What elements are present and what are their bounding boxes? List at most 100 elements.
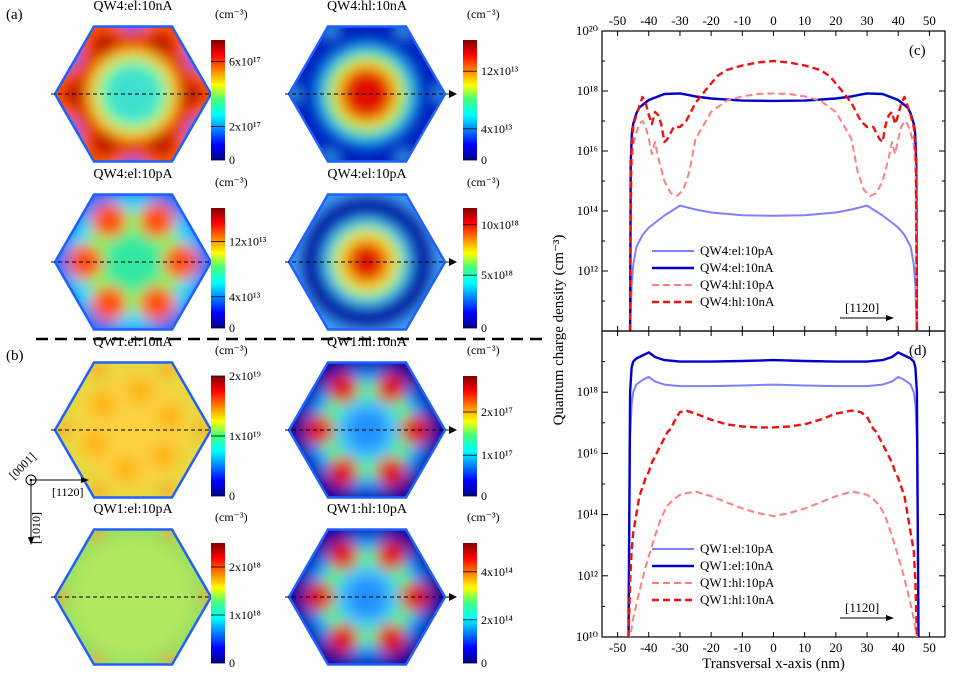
colorbar-tick-label: 0: [481, 656, 487, 670]
series-line: [628, 59, 919, 331]
x-tick-label: -50: [609, 640, 626, 655]
map-cell: QW4:el:10pA (cm⁻³) 0 4x10¹³ 12x10¹³: [51, 167, 267, 335]
x-tick-label: 50: [923, 640, 936, 655]
panel-label-a: (a): [6, 7, 23, 23]
axis-label-c: [0001]: [6, 450, 39, 483]
axis-label-m: [1010]: [29, 512, 43, 544]
y-tick-label: 10¹²: [577, 568, 598, 583]
map-hexagon: [55, 529, 211, 665]
colorbar-tick-label: 0: [229, 321, 235, 335]
legend-label: QW1:el:10pA: [700, 541, 774, 556]
chart-panel: 10¹⁰ 10¹² 10¹⁴ 10¹⁶ 10¹⁸ -50 -40 -30 -20 -10 0 10 20…: [551, 235, 946, 672]
x-tick-label: -40: [640, 640, 657, 655]
cut-arrow: [449, 593, 457, 601]
colorbar-tick-label: 4x10¹³: [229, 290, 261, 304]
colorbar-unit: (cm⁻³): [215, 343, 248, 357]
density-maps: QW4:el:10nA (cm⁻³) 0 2x10¹⁷ 6x10¹⁷ QW4:hl:10n…: [51, 0, 519, 670]
series-group: [628, 59, 919, 331]
colorbar: [211, 543, 225, 663]
map-cell: QW4:hl:10nA (cm⁻³) 0 4x10¹³ 12x10¹³: [285, 0, 519, 167]
x-tick-label-top: 30: [861, 13, 874, 28]
y-tick-label: 10¹²: [577, 263, 598, 278]
colorbar-tick-label: 0: [481, 153, 487, 167]
colorbar: [463, 40, 477, 160]
y-tick-label: 10¹⁶: [577, 445, 598, 460]
map-title: QW1:hl:10nA: [327, 335, 408, 350]
x-tick-label: -30: [671, 640, 688, 655]
colorbar-unit: (cm⁻³): [467, 343, 500, 357]
map-hexagon: [289, 362, 445, 498]
colorbar-tick-label: 6x10¹⁷: [229, 55, 261, 69]
colorbar-tick-label: 2x10¹⁷: [229, 119, 261, 133]
map-title: QW1:el:10nA: [93, 335, 173, 350]
colorbar: [211, 208, 225, 328]
map-hexagon: [289, 26, 445, 162]
legend-label: QW1:hl:10nA: [700, 592, 775, 607]
series-line: [627, 351, 920, 637]
x-tick-label: 0: [770, 640, 777, 655]
colorbar-tick-label: 2x10¹⁸: [229, 560, 261, 574]
colorbar-tick-label: 0: [481, 321, 487, 335]
map-title: QW1:el:10pA: [93, 502, 173, 517]
y-axis-label: Quantum charge density (cm⁻³): [551, 235, 567, 426]
x-tick-label-top: 40: [892, 13, 905, 28]
series-line: [629, 92, 918, 331]
x-tick-label-top: 10: [798, 13, 811, 28]
x-tick-label-top: 50: [923, 13, 936, 28]
legend-label: QW4:el:10pA: [700, 243, 774, 258]
legend-label: QW4:hl:10nA: [700, 294, 775, 309]
y-tick-label: 10¹⁰: [576, 629, 598, 644]
direction-arrowhead: [886, 615, 894, 621]
series-line: [627, 375, 920, 637]
x-tick-label: 20: [829, 640, 842, 655]
cut-arrow: [449, 90, 457, 98]
x-tick-label-top: -20: [702, 13, 719, 28]
map-cell: QW1:el:10nA (cm⁻³) 0 1x10¹⁹ 2x10¹⁹: [51, 335, 261, 503]
x-tick-label-top: -40: [640, 13, 657, 28]
colorbar-tick-label: 10x10¹⁸: [481, 218, 519, 232]
map-cell: QW1:hl:10nA (cm⁻³) 0 1x10¹⁷ 2x10¹⁷: [285, 335, 513, 503]
legend-label: QW4:el:10nA: [700, 260, 774, 275]
x-axis-label: Transversal x-axis (nm): [702, 656, 845, 672]
x-tick-label: -20: [702, 640, 719, 655]
colorbar-tick-label: 4x10¹³: [481, 122, 513, 136]
map-hexagon: [289, 194, 445, 330]
map-cell: QW1:el:10pA (cm⁻³) 0 1x10¹⁸ 2x10¹⁸: [51, 502, 261, 670]
colorbar: [211, 40, 225, 160]
map-title: QW1:hl:10pA: [327, 502, 408, 517]
colorbar-tick-label: 5x10¹⁸: [481, 268, 513, 282]
colorbar: [463, 376, 477, 496]
colorbar-unit: (cm⁻³): [215, 175, 248, 189]
colorbar: [463, 543, 477, 663]
map-hexagon: [55, 194, 211, 330]
series-group: [627, 351, 920, 637]
colorbar-tick-label: 0: [229, 656, 235, 670]
series-line: [629, 490, 918, 637]
x-tick-label-top: -30: [671, 13, 688, 28]
y-tick-label: 10¹⁶: [577, 143, 598, 158]
map-title: QW4:el:10nA: [93, 0, 173, 14]
colorbar-unit: (cm⁻³): [467, 7, 500, 21]
colorbar-tick-label: 2x10¹⁷: [481, 405, 513, 419]
series-line: [627, 409, 919, 637]
y-tick-label: 10¹⁴: [577, 507, 599, 522]
legend-label: QW1:el:10nA: [700, 558, 774, 573]
colorbar-unit: (cm⁻³): [467, 510, 500, 524]
colorbar-tick-label: 2x10¹⁹: [229, 369, 261, 383]
map-cell: QW1:hl:10pA (cm⁻³) 0 2x10¹⁴ 4x10¹⁴: [285, 502, 513, 670]
x-tick-label-top: -10: [734, 13, 751, 28]
colorbar-tick-label: 0: [229, 153, 235, 167]
x-tick-label-top: -50: [609, 13, 626, 28]
x-tick-label: -10: [734, 640, 751, 655]
x-tick-label-top: 0: [770, 13, 777, 28]
colorbar-unit: (cm⁻³): [215, 510, 248, 524]
y-tick-label: 10¹⁸: [577, 384, 599, 399]
y-tick-label: 10²⁰: [576, 23, 598, 38]
series-line: [629, 204, 918, 331]
direction-arrowhead: [886, 315, 894, 321]
axis-label-a: [1120]: [52, 485, 84, 499]
line-charts: 10¹² 10¹⁴ 10¹⁶ 10¹⁸ 10²⁰ -50 -40 -30 -20 -10 0 10 20…: [551, 13, 946, 672]
colorbar-tick-label: 12x10¹³: [229, 235, 267, 249]
colorbar: [463, 208, 477, 328]
